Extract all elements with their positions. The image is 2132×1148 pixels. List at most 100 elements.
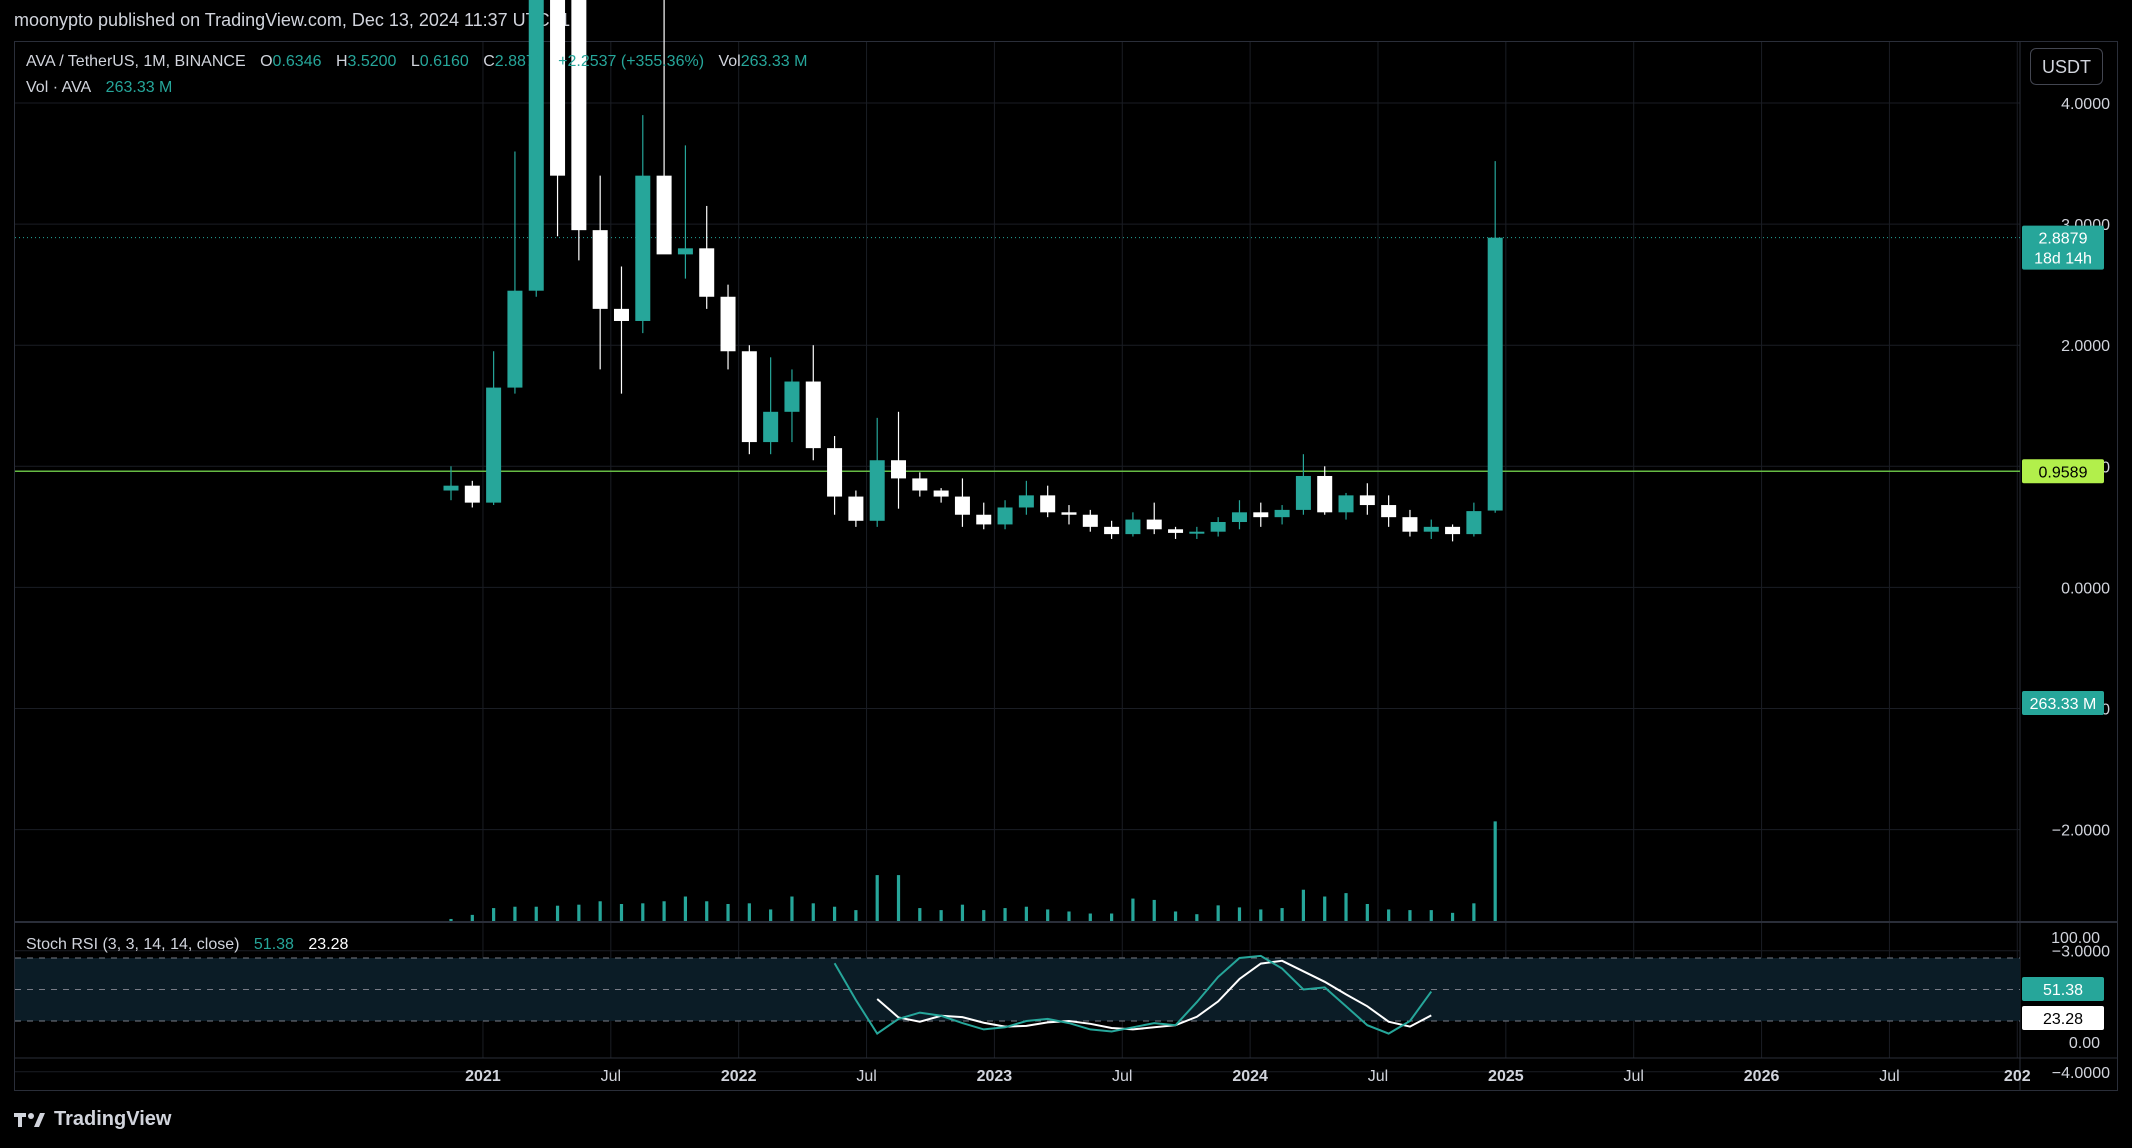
volume-bar — [1195, 914, 1199, 921]
volume-bar — [790, 896, 794, 921]
volume-bar — [1472, 903, 1476, 921]
volume-bar — [1216, 905, 1220, 921]
candle-body — [443, 485, 459, 491]
volume-bar — [1408, 910, 1412, 921]
volume-bar — [1046, 909, 1050, 921]
volume-bar — [811, 903, 815, 921]
volume-bar — [705, 901, 709, 921]
volume-bar — [854, 910, 858, 921]
volume-bar — [939, 910, 943, 921]
volume-bar — [449, 918, 453, 921]
stoch-rsi-title: Stoch RSI (3, 3, 14, 14, close) — [26, 936, 240, 953]
candle-body — [1359, 495, 1375, 506]
candle-body — [1082, 514, 1098, 527]
candle-body — [613, 308, 629, 321]
y-tick-label: −4.0000 — [2052, 1065, 2110, 1082]
x-tick-label: Jul — [1368, 1068, 1388, 1085]
stoch-rsi-d-line — [876, 959, 1432, 1031]
candle-body — [656, 175, 672, 255]
volume-bar — [1493, 821, 1497, 921]
ohlc-volume: Vol263.33 M — [718, 53, 808, 70]
published-header: moonypto published on TradingView.com, D… — [14, 10, 571, 30]
volume-bar — [662, 901, 666, 921]
candle-body — [869, 460, 885, 521]
x-tick-label: 2021 — [465, 1068, 501, 1085]
stoch-rsi-d-tag-text: 23.28 — [2043, 1011, 2083, 1028]
ohlc-low: L0.6160 — [410, 53, 469, 70]
volume-bar — [726, 904, 730, 921]
volume-bar — [513, 906, 517, 921]
level-price-tag-bg — [2022, 459, 2104, 484]
volume-bar — [1173, 911, 1178, 921]
candle-body — [1253, 512, 1269, 518]
stoch-rsi-tick-label: 100.00 — [2051, 930, 2100, 947]
candle-body — [848, 496, 864, 521]
volume-bar — [555, 905, 560, 921]
candle-body — [1168, 529, 1184, 533]
candle-body — [1040, 495, 1056, 513]
volume-bar — [1259, 909, 1263, 921]
volume-bar — [1280, 908, 1284, 921]
candle-body — [1445, 526, 1461, 535]
stoch-rsi-k-value: 51.38 — [253, 936, 294, 953]
stoch-rsi-k-tag: 51.38 — [2022, 977, 2104, 1001]
volume-series-label: Vol · AVA — [26, 79, 92, 96]
candle-body — [464, 485, 480, 503]
x-tick-label: Jul — [856, 1068, 876, 1085]
symbol-name: AVA / TetherUS, 1M, BINANCE — [26, 53, 246, 70]
candle-body — [1210, 522, 1226, 532]
volume-bar — [982, 910, 986, 921]
candle-body — [550, 0, 566, 176]
candle-body — [635, 175, 651, 321]
level-price-tag-text: 0.9589 — [2039, 464, 2088, 481]
candle-body — [1061, 512, 1077, 515]
volume-bar — [1003, 908, 1007, 921]
y-tick-label: 4.0000 — [2061, 96, 2110, 113]
chart-frame — [14, 41, 2118, 1091]
y-tick-label: −2.0000 — [2052, 823, 2110, 840]
x-tick-label: 2024 — [1232, 1068, 1268, 1085]
volume-tag-text: 263.33 M — [2030, 696, 2097, 713]
volume-bar — [918, 908, 922, 921]
volume-bar — [1387, 909, 1391, 921]
symbol-legend: AVA / TetherUS, 1M, BINANCE O0.6346 H3.5… — [26, 53, 817, 71]
volume-bar — [1237, 907, 1242, 921]
candle-body — [1231, 512, 1247, 523]
candle-body — [677, 248, 693, 255]
currency-button[interactable]: USDT — [2030, 48, 2103, 85]
candle-body — [1146, 519, 1162, 530]
volume-bar — [747, 903, 751, 921]
candle-body — [805, 381, 821, 449]
candle-body — [1338, 495, 1354, 513]
stoch-rsi-pane — [15, 954, 2020, 1036]
volume-bar — [598, 901, 602, 921]
volume-bar — [832, 906, 837, 921]
volume-bar — [1450, 912, 1455, 921]
volume-bar — [1088, 913, 1092, 921]
tradingview-brand: TradingView — [14, 1108, 171, 1131]
volume-bar — [875, 875, 879, 921]
candle-body — [1104, 526, 1120, 535]
volume-bar — [769, 909, 773, 921]
volume-bar — [896, 875, 901, 921]
candle-body — [592, 230, 608, 309]
candle-body — [954, 496, 970, 515]
candle-body — [976, 514, 992, 525]
ohlc-open: O0.6346 — [260, 53, 322, 70]
volume-bar — [577, 904, 581, 921]
last-price-tag: 2.8879 18d 14h — [2022, 225, 2104, 270]
volume-bar — [1429, 910, 1433, 921]
stoch-rsi-d-value: 23.28 — [308, 936, 349, 953]
candle-body — [699, 248, 715, 297]
brand-label: TradingView — [54, 1108, 172, 1130]
volume-tag-bg — [2022, 691, 2104, 715]
stoch-rsi-tick-label: 0.00 — [2069, 1035, 2100, 1052]
candle-body — [1125, 519, 1141, 535]
candle-body — [528, 0, 544, 291]
x-tick-label: Jul — [1112, 1068, 1132, 1085]
y-tick-label: 0.0000 — [2061, 580, 2110, 597]
candle-body — [827, 448, 843, 497]
candle-body — [741, 351, 757, 443]
volume-bar — [470, 914, 474, 921]
